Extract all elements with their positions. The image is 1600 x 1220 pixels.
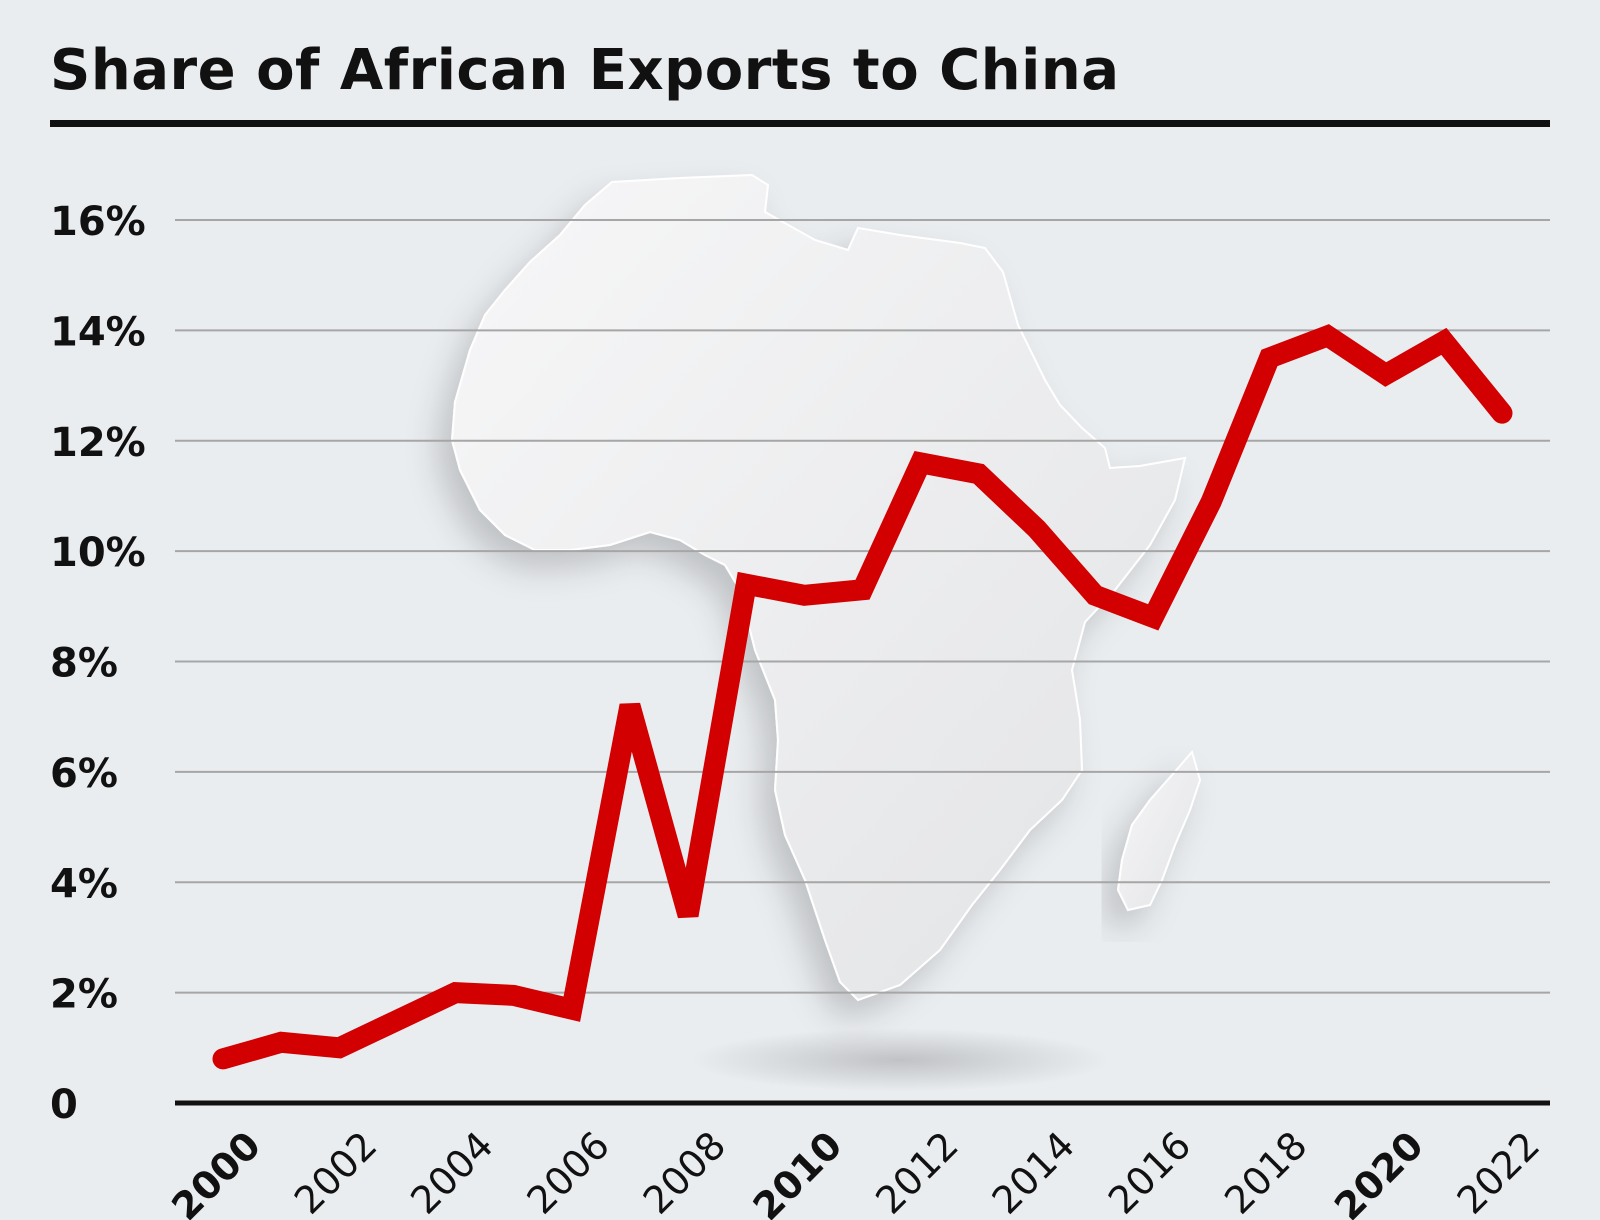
y-tick-label: 6% <box>50 751 118 797</box>
title-rule <box>50 120 1550 127</box>
y-tick-label: 0 <box>50 1082 78 1128</box>
y-tick-label: 10% <box>50 530 146 576</box>
y-tick-label: 8% <box>50 641 118 687</box>
x-tick-label: 2000 <box>163 1123 269 1220</box>
x-axis-tick-labels: 2000 2002 2004 2006 2008 2010 2012 2014 2016 2018… <box>163 1123 1548 1220</box>
chart-title: Share of African Exports to China <box>50 38 1120 103</box>
y-tick-label: 4% <box>50 861 118 907</box>
y-tick-label: 12% <box>50 420 146 466</box>
x-tick-label: 2022 <box>1449 1123 1549 1220</box>
series-line-group <box>212 324 1513 1070</box>
x-tick-label: 2014 <box>984 1123 1084 1220</box>
y-axis-tick-labels: 0 2% 4% 6% 8% 10% 12% 14% 16% <box>50 199 146 1128</box>
africa-map-paper-cutout-icon <box>450 173 1202 1092</box>
x-tick-label: 2008 <box>635 1123 735 1220</box>
x-tick-label: 2006 <box>518 1123 618 1220</box>
x-tick-label: 2010 <box>745 1123 851 1220</box>
x-tick-label: 2002 <box>286 1123 386 1220</box>
y-tick-label: 16% <box>50 199 146 245</box>
y-tick-label: 14% <box>50 309 146 355</box>
x-tick-label: 2016 <box>1100 1123 1200 1220</box>
x-tick-label: 2004 <box>402 1123 502 1220</box>
x-tick-label: 2012 <box>867 1123 967 1220</box>
y-tick-label: 2% <box>50 972 118 1018</box>
x-tick-label: 2020 <box>1326 1123 1432 1220</box>
x-tick-label: 2018 <box>1216 1123 1316 1220</box>
